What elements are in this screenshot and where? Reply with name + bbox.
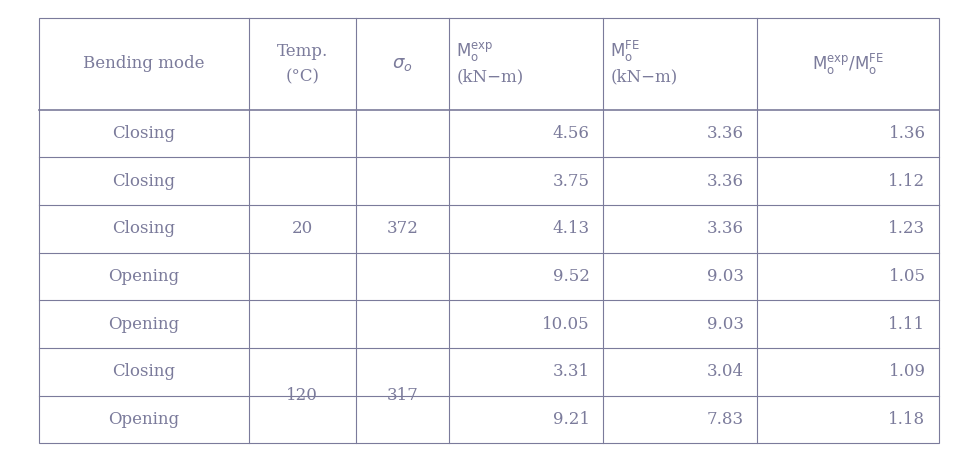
Text: 1.11: 1.11 (889, 316, 925, 333)
Text: (kN−m): (kN−m) (456, 68, 524, 85)
Text: Closing: Closing (112, 173, 175, 190)
Text: $\mathrm{M_o^{FE}}$: $\mathrm{M_o^{FE}}$ (610, 39, 640, 64)
Text: 372: 372 (386, 220, 418, 237)
Text: 3.36: 3.36 (707, 125, 743, 142)
Text: Closing: Closing (112, 125, 175, 142)
Text: 3.36: 3.36 (707, 220, 743, 237)
Text: 317: 317 (386, 387, 418, 404)
Text: 9.21: 9.21 (553, 411, 590, 428)
Text: (kN−m): (kN−m) (610, 68, 678, 85)
Text: 1.23: 1.23 (889, 220, 925, 237)
Text: Opening: Opening (108, 411, 179, 428)
Text: 9.03: 9.03 (707, 268, 743, 285)
Text: $\mathit{\sigma}_o$: $\mathit{\sigma}_o$ (392, 55, 412, 73)
Text: 9.52: 9.52 (553, 268, 590, 285)
Text: Bending mode: Bending mode (83, 55, 204, 73)
Text: 4.13: 4.13 (553, 220, 590, 237)
Text: 10.05: 10.05 (542, 316, 590, 333)
Text: 120: 120 (287, 387, 318, 404)
Text: (°C): (°C) (286, 68, 319, 85)
Text: 20: 20 (291, 220, 313, 237)
Text: Closing: Closing (112, 220, 175, 237)
Text: 9.03: 9.03 (707, 316, 743, 333)
Text: 3.04: 3.04 (707, 363, 743, 380)
Text: $\mathrm{M_o^{exp}}$: $\mathrm{M_o^{exp}}$ (456, 40, 494, 63)
Text: 1.18: 1.18 (889, 411, 925, 428)
Text: 1.12: 1.12 (889, 173, 925, 190)
Text: Opening: Opening (108, 316, 179, 333)
Text: Temp.: Temp. (277, 43, 328, 60)
Text: $\mathrm{M_o^{exp}/M_o^{FE}}$: $\mathrm{M_o^{exp}/M_o^{FE}}$ (812, 52, 884, 76)
Text: 1.05: 1.05 (889, 268, 925, 285)
Text: 4.56: 4.56 (553, 125, 590, 142)
Text: Closing: Closing (112, 363, 175, 380)
Text: 3.36: 3.36 (707, 173, 743, 190)
Text: 1.36: 1.36 (889, 125, 925, 142)
Text: 3.75: 3.75 (553, 173, 590, 190)
Text: 3.31: 3.31 (553, 363, 590, 380)
Text: 7.83: 7.83 (707, 411, 743, 428)
Text: 1.09: 1.09 (889, 363, 925, 380)
Text: Opening: Opening (108, 268, 179, 285)
